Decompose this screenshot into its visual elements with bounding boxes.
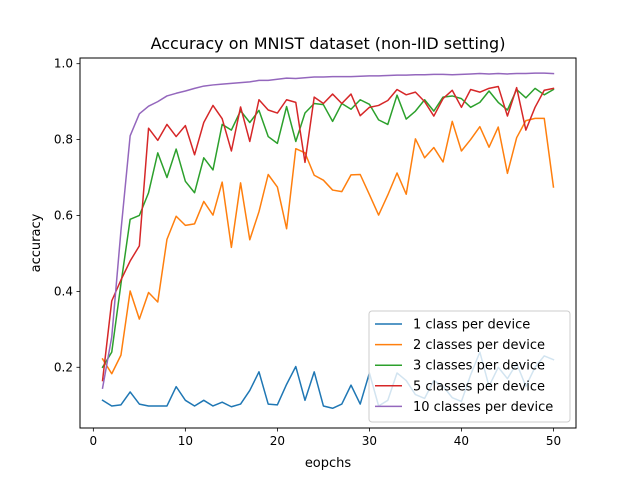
x-axis-ticks: 0 10 20 30 40 50	[90, 428, 561, 448]
y-axis-label: accuracy	[29, 213, 44, 272]
series-line-4	[101, 85, 555, 382]
series-line-5	[101, 72, 555, 390]
series-line-3	[101, 87, 555, 369]
y-tick-label: 0.8	[54, 133, 73, 147]
legend-label-1: 1 class per device	[413, 318, 530, 333]
y-tick-label: 0.4	[54, 284, 73, 298]
legend-box	[368, 310, 571, 423]
chart-title: Accuracy on MNIST dataset (non-IID setti…	[151, 34, 506, 53]
x-tick-label: 50	[546, 434, 561, 448]
legend-label-3: 3 classes per device	[413, 359, 545, 374]
x-tick-label: 20	[270, 434, 285, 448]
y-tick-label: 0.2	[54, 360, 73, 374]
x-tick-label: 40	[454, 434, 469, 448]
x-axis-label: eopchs	[305, 456, 352, 471]
x-tick-label: 30	[362, 434, 377, 448]
legend: 1 class per device 2 classes per device 3 …	[368, 310, 571, 423]
x-tick-label: 0	[90, 434, 98, 448]
legend-label-2: 2 classes per device	[413, 338, 545, 353]
legend-label-5: 10 classes per device	[413, 400, 553, 415]
x-tick-label: 10	[178, 434, 193, 448]
series-line-2	[101, 117, 555, 375]
plot-lines	[101, 72, 555, 410]
y-tick-label: 0.6	[54, 208, 73, 222]
y-tick-label: 1.0	[54, 57, 73, 71]
axes-frame	[79, 57, 577, 429]
y-axis-ticks: 0.2 0.4 0.6 0.8 1.0	[54, 57, 80, 374]
legend-label-4: 5 classes per device	[413, 379, 545, 394]
